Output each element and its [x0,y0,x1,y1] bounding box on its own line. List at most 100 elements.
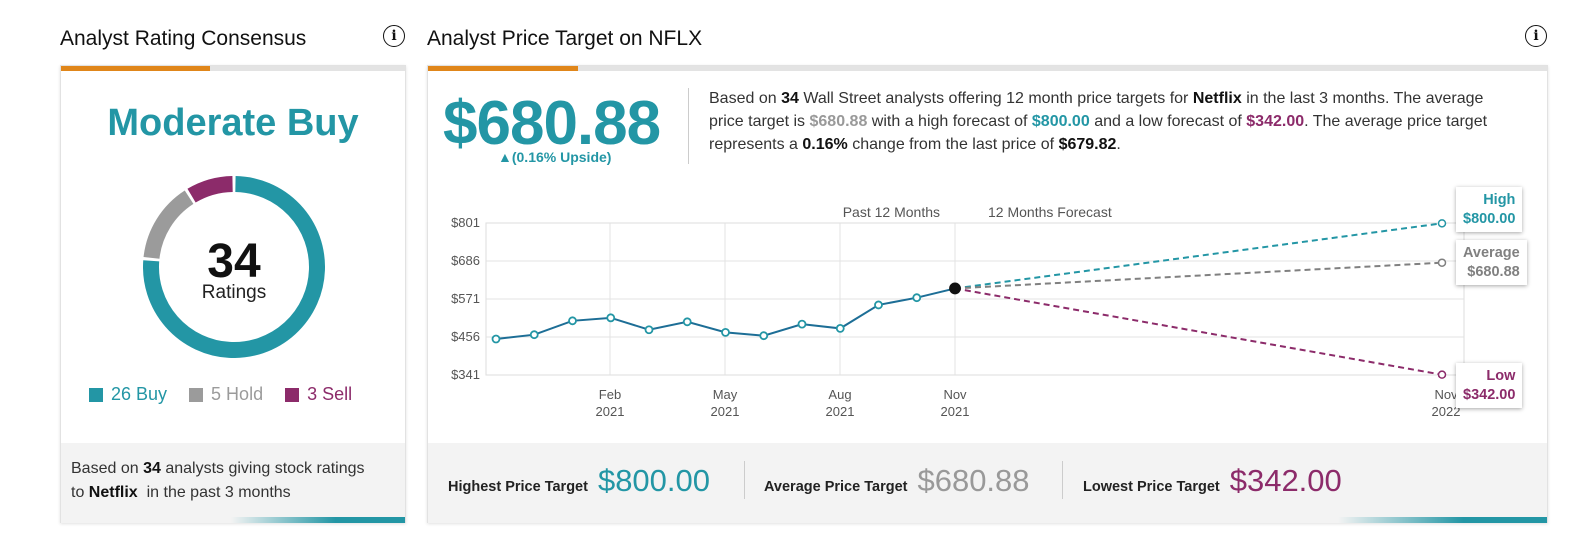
highest-target-label: Highest Price Target [448,479,588,495]
x-tick-month: Feb [599,387,621,402]
low-callout-label: Low [1486,368,1516,384]
x-tick-month: Nov [1434,387,1458,402]
x-tick-year: 2021 [826,404,855,419]
legend-buy-label: 26 Buy [111,384,168,404]
y-tick-label: $686 [451,253,480,268]
high-forecast-endpoint [1437,219,1447,228]
legend-sell-label: 3 Sell [307,384,353,404]
price-point [529,330,539,340]
high-callout: High $800.00 [1456,187,1523,232]
footer-count: 34 [143,460,161,477]
average-callout-label: Average [1463,245,1520,261]
buy-swatch [89,387,103,402]
price-point [568,316,577,326]
price-target-description: Based on 34 Wall Street analysts offerin… [709,90,1488,153]
price-divider [688,88,689,164]
y-tick-label: $801 [451,215,480,230]
average-target: Average Price Target $680.88 [764,463,1030,499]
rating-section-title: Analyst Rating Consensus [60,27,307,50]
price-point [797,319,807,329]
consensus-label: Moderate Buy [107,102,359,144]
rating-footer-gradient [231,517,405,523]
legend-hold: 5 Hold [189,384,263,405]
average-forecast-line [954,261,1443,290]
rating-footer: Based on 34 analysts giving stock rating… [61,443,405,523]
ratings-legend: 26 Buy 5 Hold 3 Sell [89,384,389,405]
price-point [874,300,883,310]
donut-buy-segment [143,176,325,358]
price-point [682,317,692,327]
x-tick-year: 2021 [596,404,625,419]
current-price-point [949,282,961,295]
ratings-donut-chart [143,176,325,358]
x-tick-year: 2021 [941,404,970,419]
target-info-icon[interactable]: i [1525,25,1547,47]
legend-sell: 3 Sell [285,384,352,405]
x-tick-year: 2021 [711,404,740,419]
forecast-header: 12 Months Forecast [988,204,1112,220]
price-point [644,325,654,335]
footer-to: to [71,484,85,501]
average-target-label: Average Price Target [764,479,908,495]
target-section-title: Analyst Price Target on NFLX [427,27,703,50]
target-footer-gradient [1338,517,1547,523]
average-callout-value: $680.88 [1467,264,1520,280]
donut-hold-segment [143,190,194,260]
target-card: $680.88 ▲(0.16% Upside) Based on 34 Wall… [427,65,1548,523]
price-point [912,293,922,303]
footer-suffix: in the past 3 months [146,484,291,501]
low-callout: Low $342.00 [1456,363,1523,408]
price-point [721,327,730,337]
hold-swatch [189,387,204,402]
donut-sell-segment [187,176,233,203]
low-forecast-line [954,287,1443,376]
chart-labels: $801 $686 $571 $456 $341 Feb 2021 May 2021 Aug 202… [451,204,1460,419]
highest-target-value: $800.00 [597,463,711,498]
price-point [835,324,845,333]
lowest-target-label: Lowest Price Target [1083,479,1220,495]
summary-divider-1 [744,461,745,499]
y-tick-label: $341 [451,367,480,382]
legend-hold-label: 5 Hold [211,384,264,404]
donut-segments [143,176,325,358]
high-callout-label: High [1483,192,1516,208]
x-tick-month: May [713,387,738,402]
highest-target: Highest Price Target $800.00 [448,463,710,499]
chart-grid [485,222,1465,376]
footer-prefix: Based on [71,460,139,477]
low-callout-value: $342.00 [1463,387,1516,403]
target-summary-footer: Highest Price Target $800.00 Average Pri… [428,443,1547,523]
price-point [606,313,616,323]
y-tick-label: $571 [451,291,480,306]
high-callout-value: $800.00 [1463,211,1516,227]
rating-footer-text: Based on 34 analysts giving stock rating… [71,457,401,505]
rating-card: Moderate Buy 34 Ratings 26 Buy 5 Hold 3 … [60,65,406,523]
average-target-value: $680.88 [917,463,1030,498]
legend-buy: 26 Buy [89,384,167,405]
low-forecast-endpoint [1437,370,1447,379]
past-12-months-header: Past 12 Months [843,204,940,220]
average-forecast-endpoint [1437,258,1447,267]
target-card-accent-bar [428,66,1547,71]
average-price-target: $680.88 [443,89,661,158]
ratings-total: 34 [207,235,261,288]
x-tick-year: 2022 [1432,404,1461,419]
x-tick-month: Nov [943,387,967,402]
average-callout: Average $680.88 [1456,240,1527,285]
upside-indicator: ▲(0.16% Upside) [498,149,612,165]
ratings-total-label: Ratings [201,282,267,303]
chart-points [491,219,1447,379]
rating-info-icon[interactable]: i [383,25,405,47]
y-tick-label: $456 [451,329,480,344]
lowest-target: Lowest Price Target $342.00 [1083,463,1342,499]
lowest-target-value: $342.00 [1229,463,1342,498]
sell-swatch [285,387,300,402]
high-forecast-line [954,222,1443,290]
footer-middle: analysts giving stock ratings [165,460,365,477]
summary-divider-2 [1062,461,1063,499]
price-point [759,331,769,341]
price-point [491,334,501,344]
x-tick-month: Aug [828,387,851,402]
footer-company: Netflix [88,484,138,501]
price-target-chart: $801 $686 $571 $456 $341 Feb 2021 May 2021 Aug 202… [451,204,1465,419]
